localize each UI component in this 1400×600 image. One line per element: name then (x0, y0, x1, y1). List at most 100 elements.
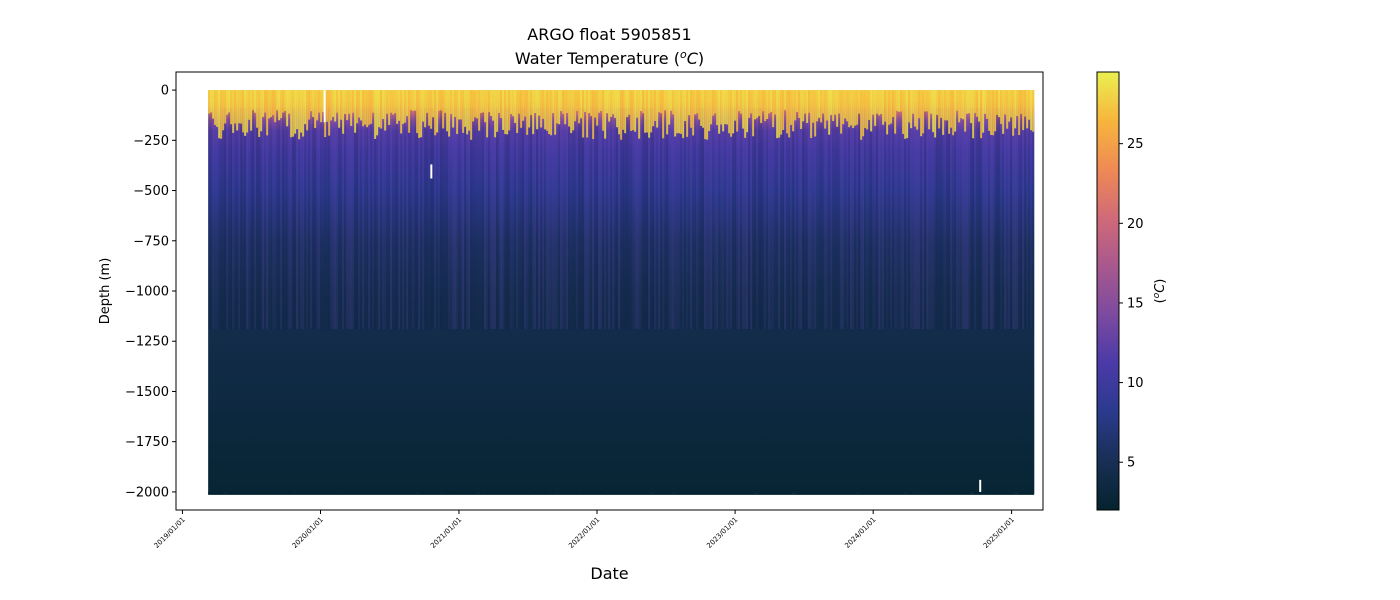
mixed-layer (352, 90, 355, 113)
mixed-layer (314, 90, 317, 129)
mixed-layer (458, 90, 461, 120)
mixed-layer (274, 90, 277, 123)
profile-column (484, 108, 487, 330)
profile-column (308, 108, 311, 330)
profile-column (552, 108, 555, 330)
mixed-layer (994, 90, 997, 132)
profile-column (354, 108, 357, 330)
mixed-layer (992, 90, 995, 136)
profile-column (386, 108, 389, 330)
data-gap (323, 90, 326, 123)
mixed-layer (544, 90, 547, 130)
mixed-layer (242, 90, 245, 133)
profile-column (432, 108, 435, 330)
profile-column (344, 108, 347, 330)
profile-column (798, 108, 801, 330)
profile-column (366, 108, 369, 330)
mixed-layer (934, 90, 937, 138)
profile-column (980, 108, 983, 330)
mixed-layer (482, 90, 485, 113)
profile-column (874, 108, 877, 330)
profile-column (718, 108, 721, 330)
mixed-layer (842, 90, 845, 125)
mixed-layer (560, 90, 563, 112)
profile-column (952, 108, 955, 330)
mixed-layer (632, 90, 635, 131)
mixed-layer (968, 90, 971, 114)
profile-column (740, 108, 743, 330)
profile-column (878, 108, 881, 330)
mixed-layer (864, 90, 867, 129)
profile-column (776, 108, 779, 330)
profile-column (516, 108, 519, 330)
profile-column (590, 108, 593, 330)
profile-column (966, 108, 969, 330)
profile-column (508, 108, 511, 330)
profile-column (816, 108, 819, 330)
profile-column (700, 108, 703, 330)
mixed-layer (776, 90, 779, 139)
profile-column (834, 108, 837, 330)
mixed-layer (356, 90, 359, 124)
profile-column (742, 108, 745, 330)
profile-column (536, 108, 539, 330)
mixed-layer (796, 90, 799, 113)
profile-column (1012, 108, 1015, 330)
mixed-layer (232, 90, 235, 133)
mixed-layer (520, 90, 523, 128)
mixed-layer (500, 90, 503, 119)
profile-column (694, 108, 697, 330)
profile-column (434, 108, 437, 330)
profile-column (242, 108, 245, 330)
profile-column (854, 108, 857, 330)
profile-column (848, 108, 851, 330)
profile-column (460, 108, 463, 330)
colorbar-tick-label: 20 (1127, 217, 1144, 232)
profile-column (794, 108, 797, 330)
profile-column (1008, 108, 1011, 330)
mixed-layer (504, 90, 507, 135)
profile-column (612, 108, 615, 330)
profile-column (232, 108, 235, 330)
profile-column (550, 108, 553, 330)
mixed-layer (538, 90, 541, 116)
y-tick-label: −1750 (125, 435, 169, 450)
profile-column (286, 108, 289, 330)
profile-column (514, 108, 517, 330)
mixed-layer (298, 90, 301, 140)
profile-column (796, 108, 799, 330)
profile-column (310, 108, 313, 330)
mixed-layer (892, 90, 895, 118)
profile-column (916, 108, 919, 330)
profile-column (978, 108, 981, 330)
profile-column (1016, 108, 1019, 330)
mixed-layer (640, 90, 643, 111)
profile-column (918, 108, 921, 330)
mixed-layer (402, 90, 405, 124)
profile-column (706, 108, 709, 330)
mixed-layer (822, 90, 825, 114)
mixed-layer (366, 90, 369, 128)
profile-column (380, 108, 383, 330)
profile-column (338, 108, 341, 330)
mixed-layer (1026, 90, 1029, 129)
profile-column (342, 108, 345, 330)
profile-column (932, 108, 935, 330)
profile-column (290, 108, 293, 330)
mixed-layer (974, 90, 977, 113)
mixed-layer (326, 90, 329, 122)
profile-column (896, 108, 899, 330)
mixed-layer (498, 90, 501, 113)
profile-column (418, 108, 421, 330)
mixed-layer (342, 90, 345, 134)
mixed-layer (932, 90, 935, 133)
profile-column (266, 108, 269, 330)
profile-column (648, 108, 651, 330)
y-axis-label: Depth (m) (98, 258, 113, 325)
profile-column (304, 108, 307, 330)
profile-column (472, 108, 475, 330)
profile-column (670, 108, 673, 330)
mixed-layer (742, 90, 745, 129)
profile-column (738, 108, 741, 330)
profile-column (436, 108, 439, 330)
